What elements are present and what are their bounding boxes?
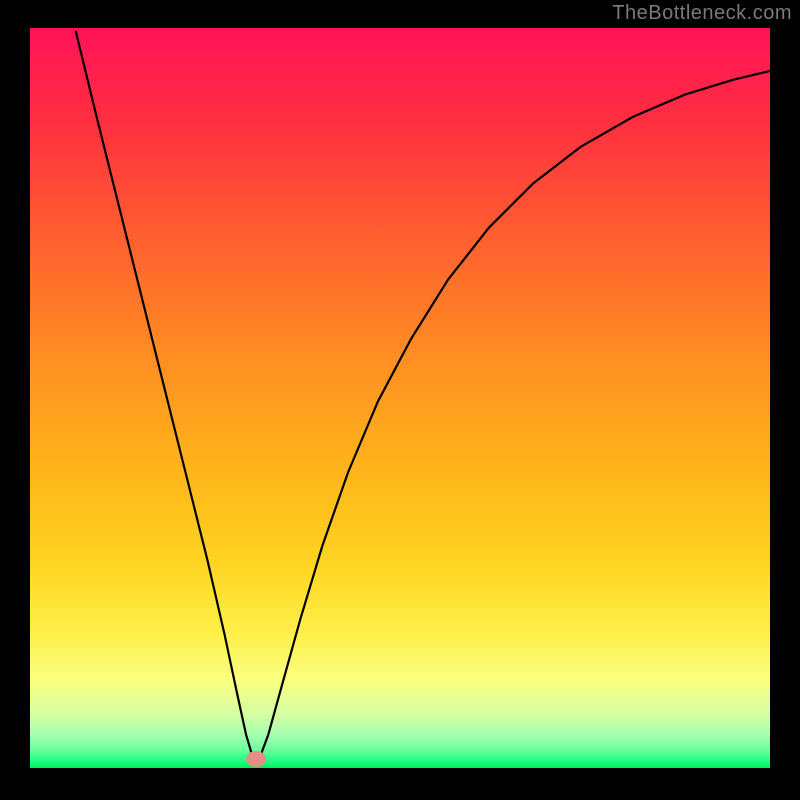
min-point-marker: [246, 751, 266, 767]
bottleneck-curve: [30, 28, 770, 768]
chart-area: [30, 28, 770, 768]
watermark-label: TheBottleneck.com: [612, 2, 792, 25]
